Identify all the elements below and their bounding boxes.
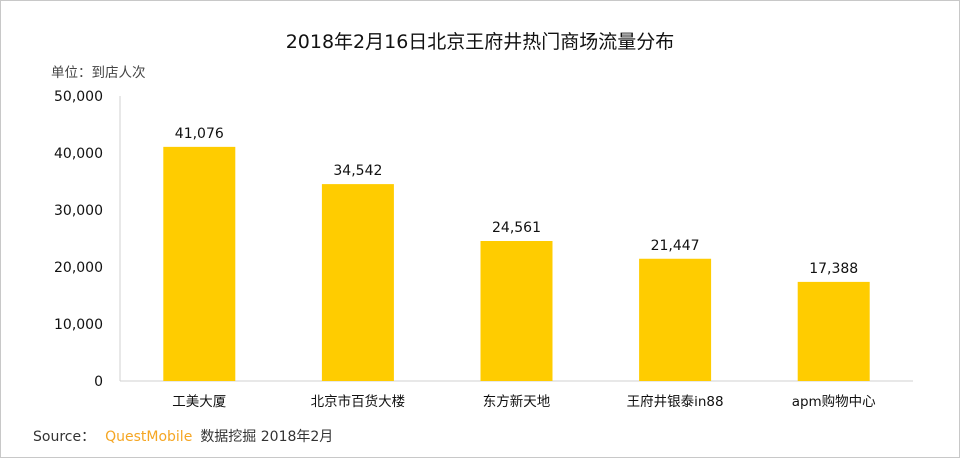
y-tick-label: 30,000 bbox=[54, 203, 103, 219]
bar bbox=[321, 184, 394, 381]
source-brand: QuestMobile bbox=[105, 429, 193, 445]
x-tick-label: 王府井银泰in88 bbox=[627, 394, 724, 410]
x-tick-label: 东方新天地 bbox=[483, 394, 551, 410]
data-label: 41,076 bbox=[175, 126, 224, 142]
bar bbox=[639, 258, 712, 381]
source-note: Source： QuestMobile 数据挖掘 2018年2月 bbox=[33, 426, 333, 446]
data-label: 34,542 bbox=[333, 163, 382, 179]
x-tick-label: 工美大厦 bbox=[172, 394, 226, 410]
source-label: Source： bbox=[33, 429, 96, 445]
data-label: 24,561 bbox=[492, 220, 541, 236]
x-tick-label: 北京市百货大楼 bbox=[311, 393, 406, 410]
bar bbox=[797, 281, 870, 381]
bar bbox=[480, 241, 553, 381]
chart-title: 2018年2月16日北京王府井热门商场流量分布 bbox=[285, 31, 675, 53]
y-tick-label: 50,000 bbox=[54, 89, 103, 105]
x-tick-label: apm购物中心 bbox=[792, 394, 876, 410]
y-tick-label: 20,000 bbox=[54, 260, 103, 276]
y-axis-unit-label: 单位：到店人次 bbox=[51, 65, 146, 81]
bar bbox=[163, 146, 236, 381]
source-text: 数据挖掘 2018年2月 bbox=[200, 429, 334, 445]
y-tick-label: 10,000 bbox=[54, 317, 103, 333]
y-tick-label: 40,000 bbox=[54, 146, 103, 162]
data-label: 17,388 bbox=[809, 261, 858, 277]
y-tick-label: 0 bbox=[94, 374, 103, 390]
data-label: 21,447 bbox=[651, 238, 700, 254]
